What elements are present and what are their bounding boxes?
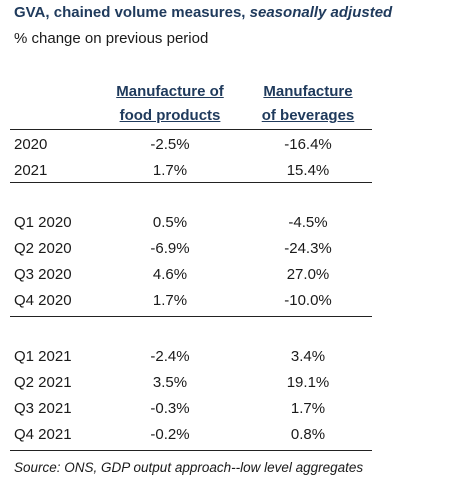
column-header-beverages-line1: Manufacture — [263, 83, 353, 100]
food-value: -0.3% — [150, 400, 190, 417]
row-label: Q2 2020 — [14, 240, 72, 257]
table-rule — [10, 450, 372, 451]
column-header-food-line1: Manufacture of — [116, 83, 224, 100]
table-row: Q1 2021 -2.4% 3.4% — [0, 345, 455, 369]
food-value: -2.5% — [150, 136, 190, 153]
beverages-value: 19.1% — [286, 374, 330, 391]
row-label: Q1 2021 — [14, 348, 72, 365]
beverages-value: 15.4% — [286, 162, 330, 179]
column-header-food-line2: food products — [119, 107, 221, 124]
food-value: 1.7% — [152, 162, 188, 179]
table-row: Q3 2020 4.6% 27.0% — [0, 263, 455, 287]
food-value: -0.2% — [150, 426, 190, 443]
table-row: 2021 1.7% 15.4% — [0, 159, 455, 183]
food-value: -2.4% — [150, 348, 190, 365]
row-label: 2020 — [14, 136, 48, 153]
table-row: 2020 -2.5% -16.4% — [0, 133, 455, 157]
row-label: Q1 2020 — [14, 214, 72, 231]
beverages-value: -24.3% — [284, 240, 332, 257]
table-rule — [10, 129, 372, 130]
table-row: Q2 2021 3.5% 19.1% — [0, 371, 455, 395]
beverages-value: 0.8% — [290, 426, 326, 443]
row-label: Q4 2021 — [14, 426, 72, 443]
food-value: 4.6% — [152, 266, 188, 283]
beverages-value: 27.0% — [286, 266, 330, 283]
table-row: Q4 2020 1.7% -10.0% — [0, 289, 455, 313]
table-row: Q1 2020 0.5% -4.5% — [0, 211, 455, 235]
beverages-value: -16.4% — [284, 136, 332, 153]
table-title-main: GVA, chained volume measures, — [14, 4, 250, 21]
table-row: Q3 2021 -0.3% 1.7% — [0, 397, 455, 421]
table-row: Q2 2020 -6.9% -24.3% — [0, 237, 455, 261]
table-rule — [10, 182, 372, 183]
food-value: -6.9% — [150, 240, 190, 257]
food-value: 1.7% — [152, 292, 188, 309]
column-header-beverages: Manufacture of beverages — [240, 80, 376, 128]
table-rule — [10, 316, 372, 317]
source-note: Source: ONS, GDP output approach--low le… — [14, 460, 364, 475]
food-value: 0.5% — [152, 214, 188, 231]
beverages-value: -10.0% — [284, 292, 332, 309]
beverages-value: 1.7% — [290, 400, 326, 417]
row-label: Q2 2021 — [14, 374, 72, 391]
row-label: Q4 2020 — [14, 292, 72, 309]
beverages-value: -4.5% — [288, 214, 328, 231]
column-header-beverages-line2: of beverages — [261, 107, 355, 124]
table-title-italic: seasonally adjusted — [249, 4, 393, 21]
row-label: 2021 — [14, 162, 48, 179]
row-label: Q3 2021 — [14, 400, 72, 417]
table-subtitle: % change on previous period — [14, 30, 209, 47]
food-value: 3.5% — [152, 374, 188, 391]
beverages-value: 3.4% — [290, 348, 326, 365]
row-label: Q3 2020 — [14, 266, 72, 283]
column-header-food: Manufacture of food products — [100, 80, 240, 128]
table-title: GVA, chained volume measures, seasonally… — [14, 4, 392, 21]
table-row: Q4 2021 -0.2% 0.8% — [0, 423, 455, 447]
